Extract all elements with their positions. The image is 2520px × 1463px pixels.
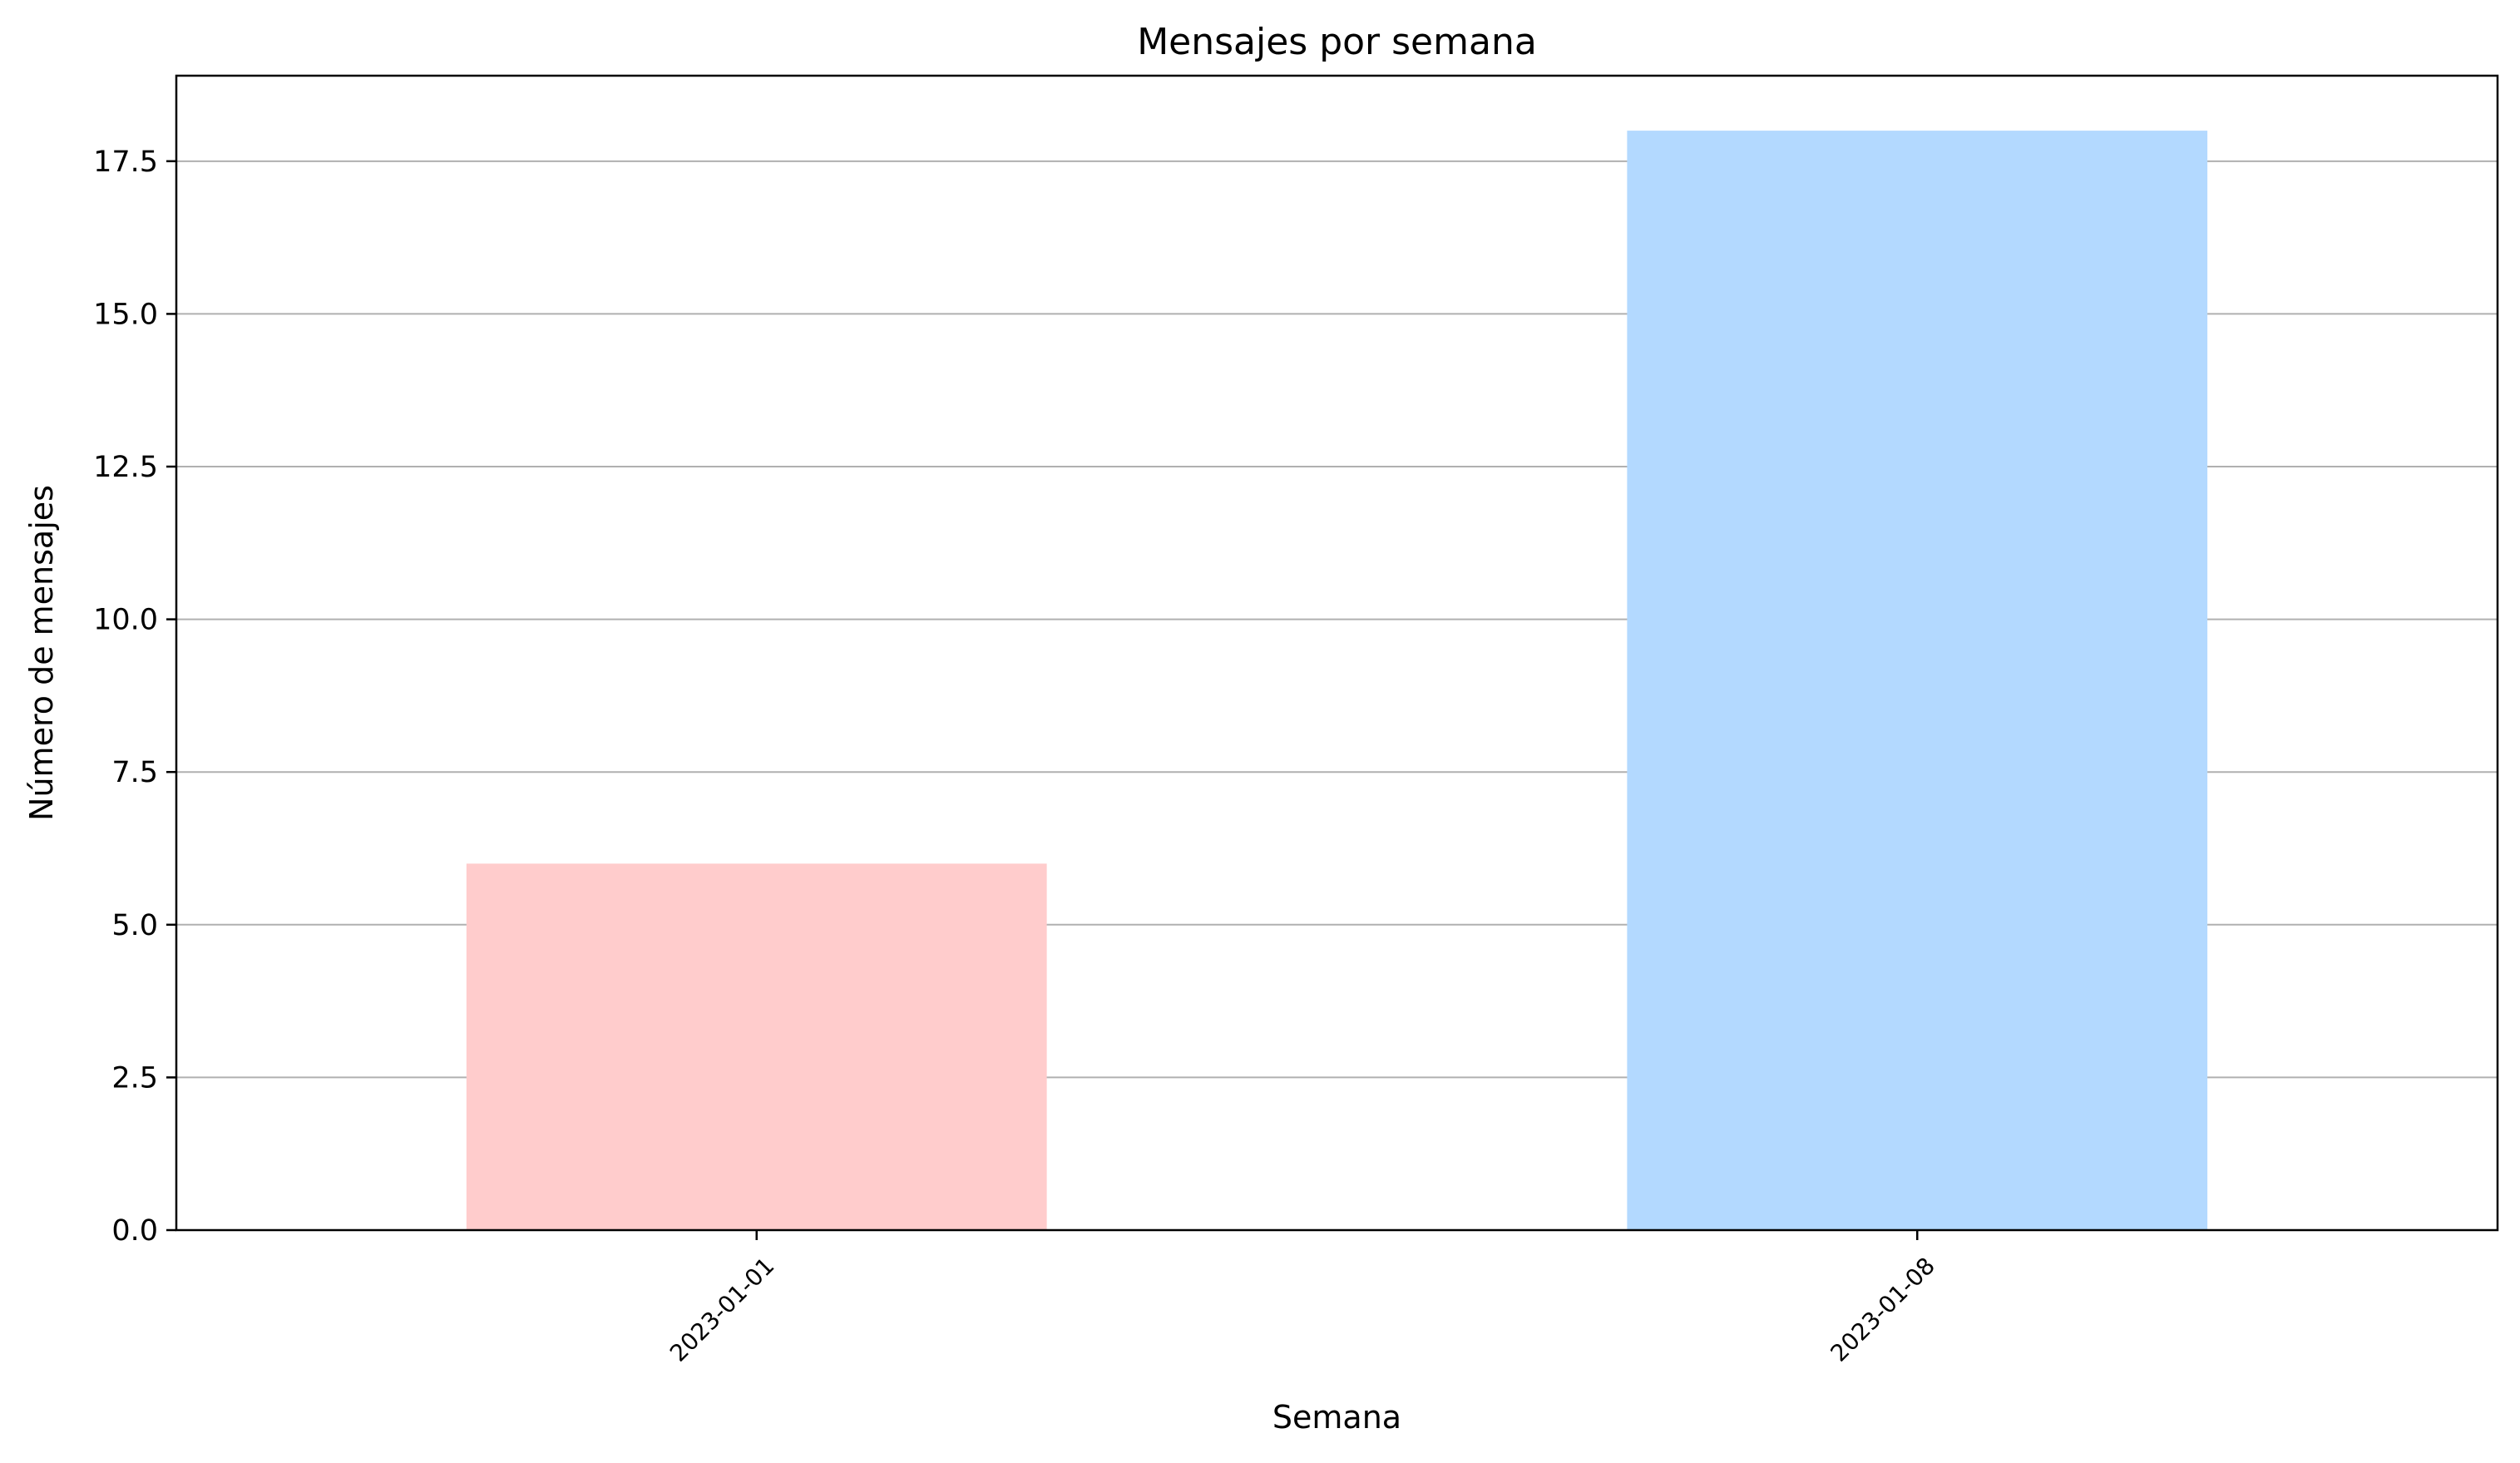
y-tick-label: 12.5 xyxy=(93,451,158,484)
y-tick-label: 7.5 xyxy=(111,756,158,789)
y-tick-label: 5.0 xyxy=(111,909,158,942)
bar-2023-01-01 xyxy=(466,863,1047,1230)
y-tick-label: 0.0 xyxy=(111,1214,158,1248)
y-tick-label: 17.5 xyxy=(93,146,158,179)
y-axis-label: Número de mensajes xyxy=(23,485,60,821)
y-tick-label: 10.0 xyxy=(93,604,158,637)
y-tick-label: 2.5 xyxy=(111,1061,158,1095)
bars xyxy=(466,131,2208,1231)
bar-2023-01-08 xyxy=(1627,131,2208,1231)
chart-title: Mensajes por semana xyxy=(1137,21,1537,63)
plot-frame xyxy=(175,74,2499,1232)
x-axis-label: Semana xyxy=(1272,1399,1401,1436)
y-axis-ticks: 0.0 2.5 5.0 7.5 10.0 12.5 15.0 17.5 xyxy=(93,146,176,1248)
y-tick-label: 15.0 xyxy=(93,298,158,331)
